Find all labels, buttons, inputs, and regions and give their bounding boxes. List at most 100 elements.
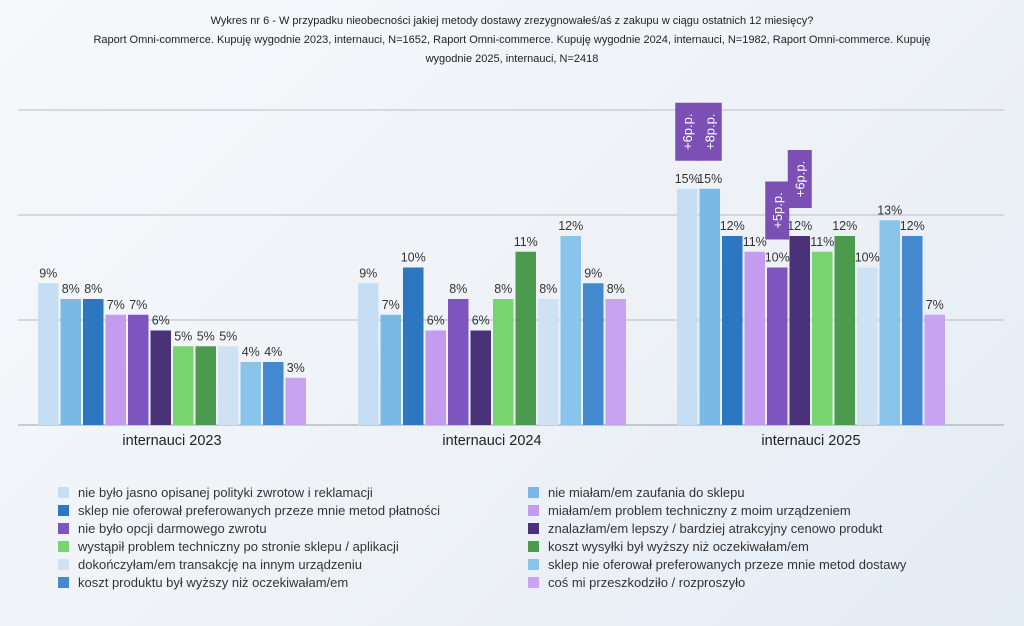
data-label: 5%: [219, 329, 237, 343]
data-label: 4%: [242, 345, 260, 359]
data-label: 4%: [264, 345, 282, 359]
legend-swatch: [58, 487, 69, 498]
data-label: 11%: [514, 235, 538, 249]
change-badge: [765, 181, 790, 240]
bar: [173, 346, 194, 425]
data-label: 8%: [539, 282, 557, 296]
data-label: 9%: [39, 266, 57, 280]
bar: [105, 314, 126, 425]
legend-item: wystąpił problem techniczny po stronie s…: [58, 538, 528, 555]
legend-item: koszt wysyłki był wyższy niż oczekiwałam…: [528, 538, 988, 555]
data-label: 9%: [584, 266, 602, 280]
bar: [285, 377, 306, 425]
legend-label: coś mi przeszkodziło / rozproszyło: [548, 575, 746, 590]
legend-label: znalazłam/em lepszy / bardziej atrakcyjn…: [548, 521, 883, 536]
bar: [744, 251, 765, 425]
bar: [789, 236, 810, 425]
legend-label: dokończyłam/em transakcję na innym urząd…: [78, 557, 362, 572]
legend-swatch: [528, 541, 539, 552]
bar: [128, 314, 149, 425]
bar: [493, 299, 514, 425]
chart-title: Wykres nr 6 - W przypadku nieobecności j…: [20, 12, 1004, 69]
change-badge-label: +8p.p.: [702, 113, 717, 150]
legend-item: nie było jasno opisanej polityki zwrotow…: [58, 484, 528, 501]
bar: [812, 251, 833, 425]
change-badge-label: +6p.p.: [792, 161, 807, 198]
bar: [403, 267, 424, 425]
data-label: 12%: [900, 219, 925, 233]
bar: [380, 314, 401, 425]
legend-item: dokończyłam/em transakcję na innym urząd…: [58, 556, 528, 573]
bar: [470, 330, 491, 425]
legend-swatch: [528, 487, 539, 498]
bar: [902, 236, 923, 425]
category-label: internauci 2024: [442, 433, 541, 449]
legend-label: nie miałam/em zaufania do sklepu: [548, 485, 745, 500]
category-label: internauci 2025: [761, 433, 860, 449]
legend-item: koszt produktu był wyższy niż oczekiwała…: [58, 574, 528, 591]
title-line-3: wygodnie 2025, internauci, N=2418: [425, 53, 599, 65]
data-label: 3%: [287, 361, 305, 375]
legend-swatch: [528, 559, 539, 570]
legend-label: koszt produktu był wyższy niż oczekiwała…: [78, 575, 349, 590]
category-label: internauci 2023: [122, 433, 221, 449]
data-label: 15%: [697, 172, 722, 186]
legend-label: sklep nie oferował preferowanych przeze …: [548, 557, 907, 572]
bar: [605, 299, 626, 425]
legend-label: nie było jasno opisanej polityki zwrotow…: [78, 485, 373, 500]
data-label: 13%: [877, 203, 902, 217]
title-line-2: Raport Omni-commerce. Kupuję wygodnie 20…: [93, 34, 931, 46]
bar: [924, 314, 945, 425]
data-label: 10%: [765, 251, 790, 265]
legend-label: miałam/em problem techniczny z moim urzą…: [548, 503, 851, 518]
data-label: 6%: [152, 314, 170, 328]
data-label: 6%: [472, 314, 490, 328]
change-badge-label: +6p.p.: [680, 113, 695, 150]
legend-item: sklep nie oferował preferowanych przeze …: [528, 556, 988, 573]
data-label: 8%: [607, 282, 625, 296]
bar: [538, 299, 559, 425]
data-label: 10%: [401, 251, 426, 265]
legend-label: wystąpił problem techniczny po stronie s…: [78, 539, 399, 554]
legend-swatch: [58, 505, 69, 516]
bar: [699, 188, 720, 425]
data-label: 8%: [494, 282, 512, 296]
change-badge-label: +5p.p.: [770, 192, 785, 229]
legend-item: znalazłam/em lepszy / bardziej atrakcyjn…: [528, 520, 988, 537]
bar: [879, 220, 900, 425]
bar: [767, 267, 788, 425]
bar: [358, 283, 379, 425]
data-label: 7%: [129, 298, 147, 312]
legend-item: miałam/em problem techniczny z moim urzą…: [528, 502, 988, 519]
bar: [195, 346, 216, 425]
bar: [834, 236, 855, 425]
data-label: 12%: [558, 219, 583, 233]
data-label: 6%: [427, 314, 445, 328]
bar: [263, 362, 284, 425]
bar: [857, 267, 878, 425]
legend-item: sklep nie oferował preferowanych przeze …: [58, 502, 528, 519]
bar: [38, 283, 59, 425]
data-label: 8%: [62, 282, 80, 296]
change-badge: [697, 102, 722, 161]
bar: [722, 236, 743, 425]
data-label: 8%: [84, 282, 102, 296]
data-label: 15%: [675, 172, 700, 186]
bar: [150, 330, 171, 425]
legend-item: nie miałam/em zaufania do sklepu: [528, 484, 988, 501]
bar: [583, 283, 604, 425]
legend-item: coś mi przeszkodziło / rozproszyło: [528, 574, 988, 591]
data-label: 5%: [197, 329, 215, 343]
legend-swatch: [528, 523, 539, 534]
bar: [677, 188, 698, 425]
legend-item: nie było opcji darmowego zwrotu: [58, 520, 528, 537]
legend-label: koszt wysyłki był wyższy niż oczekiwałam…: [548, 539, 809, 554]
chart-legend: nie było jasno opisanej polityki zwrotow…: [58, 484, 988, 591]
data-label: 12%: [787, 219, 812, 233]
data-label: 7%: [382, 298, 400, 312]
legend-swatch: [528, 505, 539, 516]
bar: [60, 299, 81, 425]
data-label: 12%: [832, 219, 857, 233]
legend-swatch: [58, 523, 69, 534]
